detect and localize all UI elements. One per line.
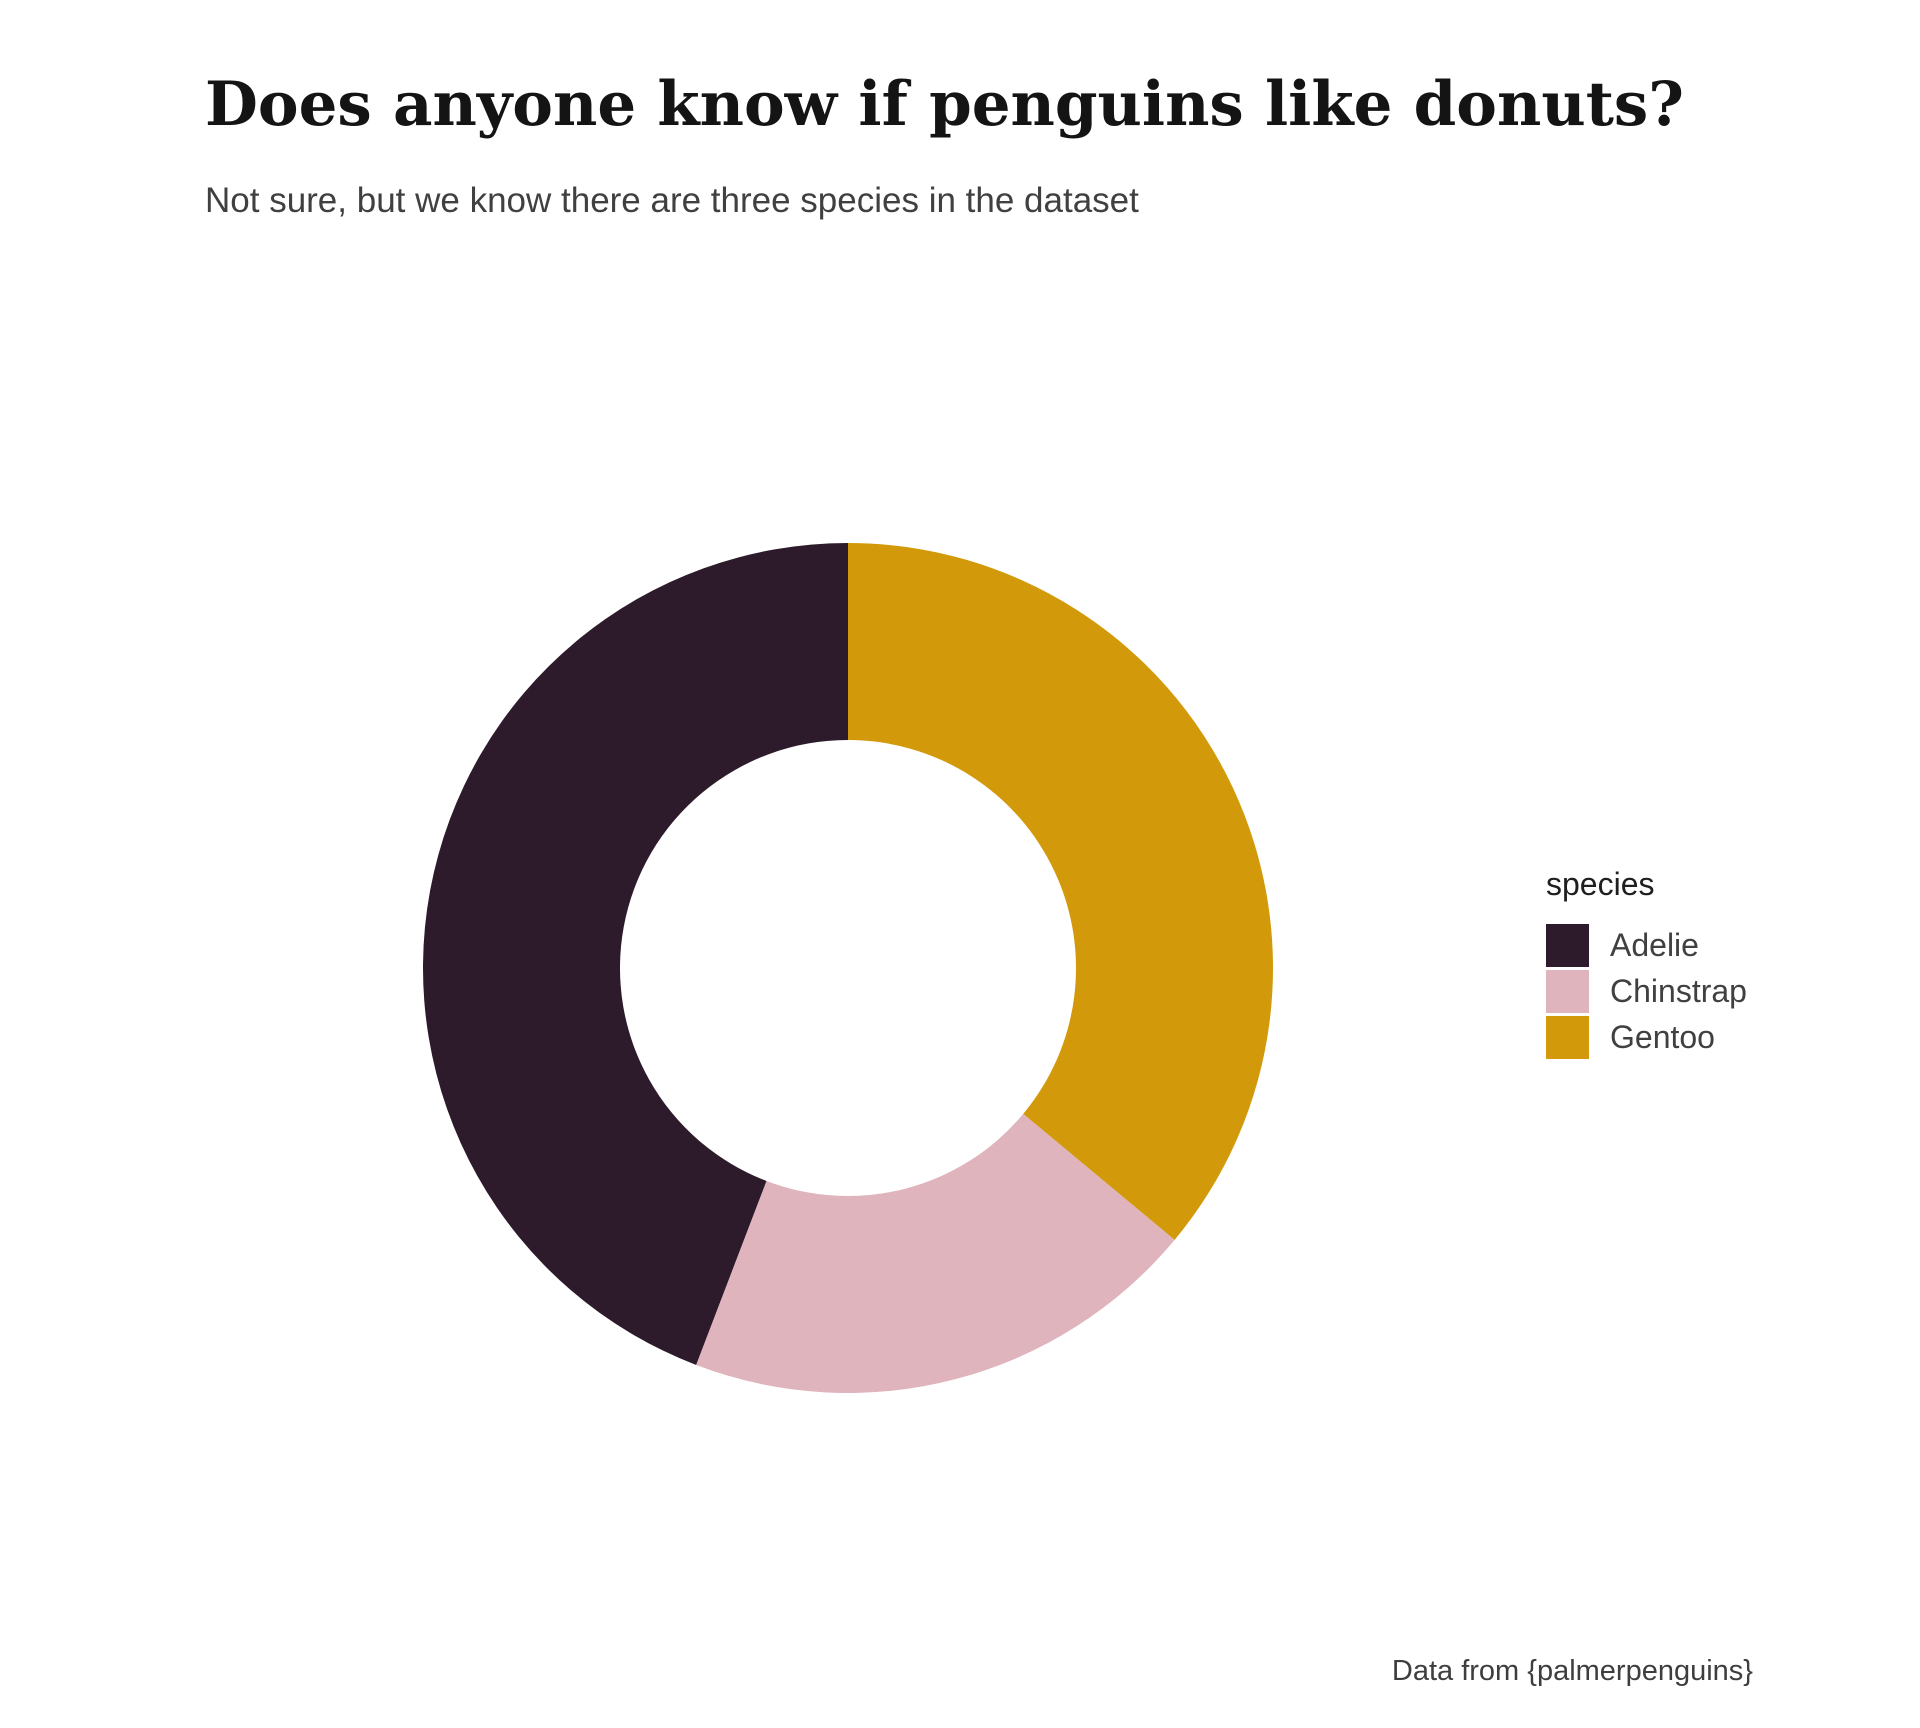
legend-label: Gentoo — [1610, 1018, 1715, 1055]
legend-items: Adelie Chinstrap Gentoo — [1546, 923, 1747, 1059]
donut-segment-gentoo — [848, 543, 1274, 1240]
legend-title: species — [1546, 866, 1655, 902]
donut-segment-chinstrap — [696, 1113, 1175, 1394]
donut-segment-adelie — [422, 543, 848, 1365]
chart-caption: Data from {palmerpenguins} — [1391, 1655, 1753, 1687]
legend-label: Chinstrap — [1610, 972, 1747, 1009]
legend-item-gentoo: Gentoo — [1546, 1015, 1747, 1059]
legend-item-chinstrap: Chinstrap — [1546, 969, 1747, 1013]
legend-item-adelie: Adelie — [1546, 923, 1747, 967]
chart-title: Does anyone know if penguins like donuts… — [205, 69, 1684, 140]
legend-swatch — [1546, 1015, 1589, 1059]
legend-swatch — [1546, 923, 1589, 967]
legend: species Adelie Chinstrap Gentoo — [1546, 866, 1747, 1061]
chart-subtitle: Not sure, but we know there are three sp… — [205, 181, 1139, 220]
legend-label: Adelie — [1610, 926, 1699, 963]
legend-swatch — [1546, 969, 1589, 1013]
